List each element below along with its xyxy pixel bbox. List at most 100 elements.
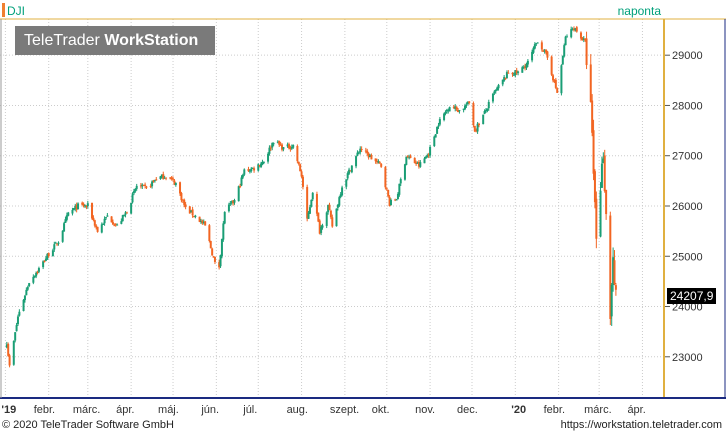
- candle-up: [271, 142, 274, 151]
- candle-down: [385, 187, 388, 191]
- candle-down: [208, 224, 211, 243]
- candle-down: [417, 160, 420, 169]
- candle-down: [239, 183, 242, 189]
- candle-up: [531, 49, 534, 63]
- candle-down: [212, 256, 215, 258]
- candle-body: [482, 114, 485, 125]
- candle-up: [106, 212, 109, 217]
- candle-up: [227, 202, 230, 213]
- candle-up: [190, 210, 193, 213]
- candle-body: [188, 206, 191, 214]
- candle-body: [199, 221, 202, 223]
- candle-up: [104, 217, 107, 220]
- candle-body: [139, 185, 142, 187]
- candle-body: [213, 256, 216, 262]
- candle-up: [444, 110, 447, 116]
- candle-down: [384, 165, 387, 190]
- candle-up: [436, 126, 439, 134]
- candle-body: [47, 253, 50, 257]
- candle-up: [574, 28, 577, 32]
- candle-body: [32, 276, 35, 283]
- candle-down: [427, 152, 430, 159]
- candle-up: [433, 135, 436, 148]
- candle-body: [357, 152, 360, 154]
- candle-body: [445, 109, 448, 112]
- candle-body: [92, 217, 95, 221]
- candle-body: [159, 176, 162, 179]
- candle-down: [114, 222, 117, 227]
- candle-body: [574, 28, 577, 31]
- candle-up: [341, 185, 344, 197]
- candle-body: [262, 161, 265, 163]
- candle-down: [296, 144, 299, 164]
- candle-down: [91, 202, 94, 220]
- candle-body: [380, 163, 383, 167]
- candle-up: [243, 168, 246, 177]
- candle-body: [36, 271, 39, 273]
- candle-up: [486, 108, 489, 113]
- candle-body: [572, 28, 575, 31]
- candle-body: [202, 222, 205, 224]
- candle-down: [211, 247, 214, 256]
- candle-body: [64, 219, 67, 223]
- footer-url[interactable]: https://workstation.teletrader.com: [560, 419, 722, 431]
- period-label[interactable]: naponta: [617, 4, 661, 18]
- candle-body: [329, 210, 332, 218]
- candle-body: [561, 55, 564, 65]
- candle-up: [262, 161, 265, 165]
- candle-up: [429, 144, 432, 158]
- candle-body: [369, 155, 372, 158]
- x-tick-label: máj.: [158, 404, 179, 416]
- candle-down: [279, 141, 282, 146]
- candle-body: [533, 44, 536, 49]
- candle-body: [415, 162, 418, 165]
- candle-body: [455, 106, 458, 110]
- copyright-text: © 2020 TeleTrader Software GmbH: [2, 419, 174, 431]
- x-tick-label: ápr.: [116, 404, 134, 416]
- candle-up: [503, 75, 506, 82]
- candle-up: [25, 287, 28, 296]
- candle-down: [92, 215, 95, 222]
- candle-up: [250, 166, 253, 173]
- candle-down: [85, 205, 88, 210]
- candle-body: [543, 50, 546, 52]
- candle-body: [524, 66, 527, 69]
- candle-up: [560, 64, 563, 96]
- candle-up: [466, 101, 469, 105]
- candle-body: [93, 220, 96, 226]
- candle-body: [589, 64, 592, 102]
- x-tick-label: szept.: [330, 404, 359, 416]
- candle-up: [229, 200, 232, 206]
- candle-body: [53, 244, 56, 250]
- candle-body: [427, 154, 430, 156]
- candle-up: [26, 285, 29, 291]
- candle-down: [545, 49, 548, 55]
- candle-up: [290, 144, 293, 151]
- candle-body: [44, 258, 47, 261]
- candle-body: [434, 134, 437, 138]
- candle-body: [437, 125, 440, 127]
- candle-body: [429, 146, 432, 156]
- candle-body: [240, 177, 243, 186]
- candle-body: [468, 101, 471, 103]
- candle-up: [505, 70, 508, 79]
- candle-up: [257, 163, 260, 172]
- x-axis: '19 febr. márc. ápr. máj. jún. júl. aug. szept. o…: [1, 404, 645, 416]
- candle-up: [357, 151, 360, 155]
- candle-body: [448, 107, 451, 112]
- candle-body: [276, 141, 279, 143]
- candle-body: [130, 202, 133, 214]
- candle-down: [553, 79, 556, 84]
- candle-up: [346, 171, 349, 181]
- candle-up: [163, 175, 166, 179]
- candle-up: [493, 90, 496, 96]
- candle-down: [247, 166, 250, 172]
- candle-up: [399, 177, 402, 187]
- candle-body: [560, 65, 563, 94]
- candle-down: [550, 55, 553, 77]
- candle-down: [306, 184, 309, 222]
- candle-body: [452, 106, 455, 108]
- candle-body: [346, 173, 349, 179]
- candle-body: [63, 223, 66, 232]
- candle-body: [54, 242, 57, 244]
